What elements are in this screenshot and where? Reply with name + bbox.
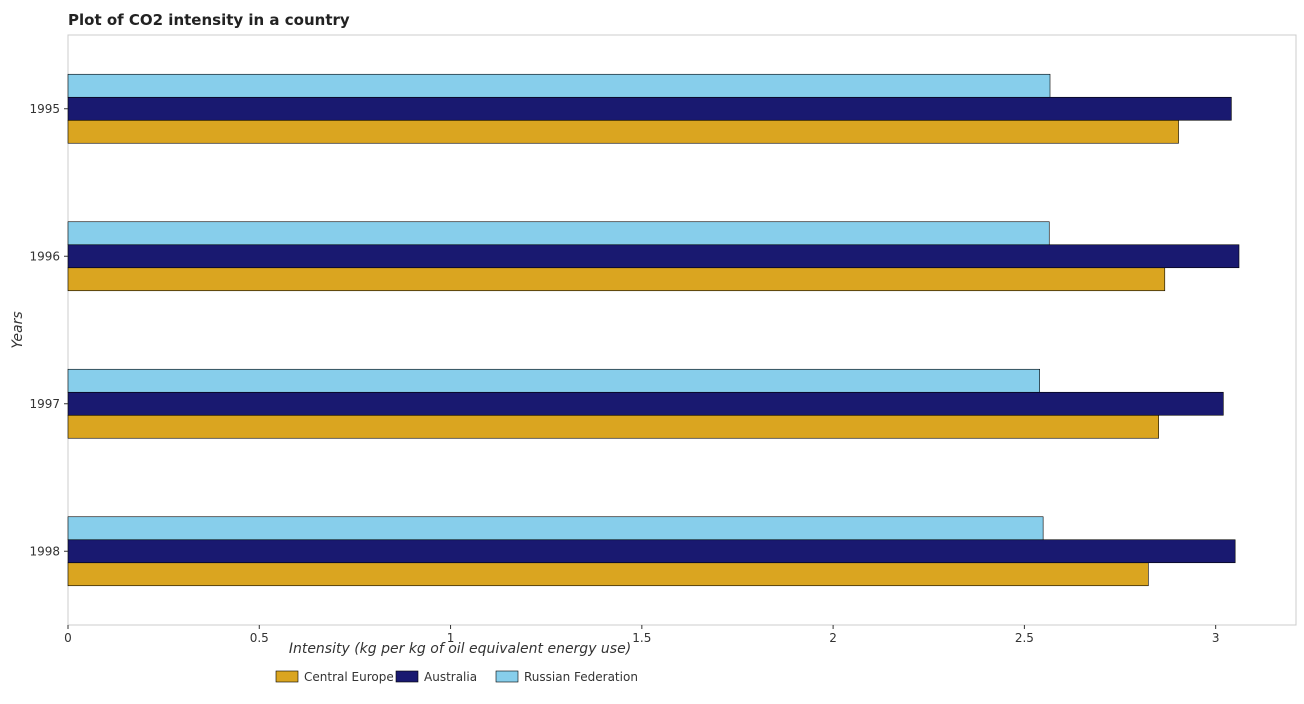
bar-central-europe-1995 <box>67 119 1179 144</box>
bar-central-europe-1996 <box>67 267 1166 292</box>
x-axis-label: Intensity (kg per kg of oil equivalent e… <box>289 641 631 657</box>
x-axis: 0 0.5 1 1.5 2 2.5 3 <box>64 625 1219 645</box>
y-axis: 1995 1996 1997 1998 <box>29 102 68 558</box>
x-tick-label: 1.5 <box>632 631 651 645</box>
legend-swatch-australia <box>395 670 419 683</box>
y-tick-label: 1996 <box>29 249 60 263</box>
x-tick-label: 2 <box>829 631 837 645</box>
y-tick-label: 1995 <box>29 102 60 116</box>
legend: Central Europe Australia Russian Federatio… <box>275 670 638 684</box>
x-tick-label: 0.5 <box>250 631 269 645</box>
bar-australia-1998 <box>67 539 1236 564</box>
bar-australia-1997 <box>67 391 1224 416</box>
legend-swatch-russian-federation <box>495 670 519 683</box>
x-tick-label: 3 <box>1212 631 1220 645</box>
bar-russian-federation-1998 <box>67 516 1044 541</box>
bar-australia-1995 <box>67 96 1232 121</box>
bar-russian-federation-1995 <box>67 73 1051 98</box>
bar-central-europe-1997 <box>67 414 1159 439</box>
legend-swatch-central-europe <box>275 670 299 683</box>
bars-layer <box>67 73 1240 587</box>
y-tick-label: 1998 <box>29 544 60 558</box>
bar-central-europe-1998 <box>67 562 1149 587</box>
x-tick-label: 0 <box>64 631 72 645</box>
legend-label: Russian Federation <box>524 670 638 684</box>
y-axis-label: Years <box>10 311 26 348</box>
y-tick-label: 1997 <box>29 397 60 411</box>
x-tick-label: 1 <box>447 631 455 645</box>
bar-russian-federation-1996 <box>67 221 1050 246</box>
bar-australia-1996 <box>67 244 1240 269</box>
x-tick-label: 2.5 <box>1015 631 1034 645</box>
bar-russian-federation-1997 <box>67 368 1040 393</box>
legend-label: Australia <box>424 670 477 684</box>
chart-title: Plot of CO2 intensity in a country <box>68 11 350 29</box>
legend-label: Central Europe <box>304 670 394 684</box>
